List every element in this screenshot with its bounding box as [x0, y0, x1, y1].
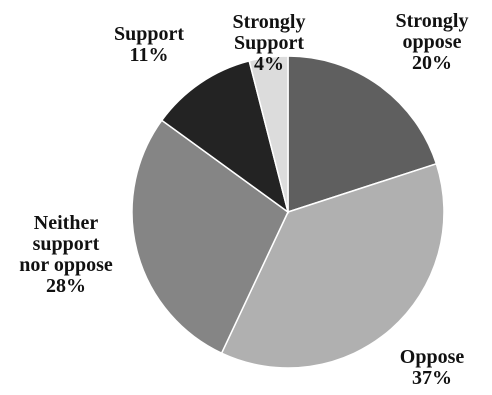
slice-value-label: 28% — [46, 275, 86, 297]
pie-slice-3 — [160, 59, 290, 214]
slice-value-label: 37% — [412, 367, 452, 389]
slice-label-4: Strongly Support 4% — [233, 11, 306, 75]
slice-value-label: 4% — [254, 53, 284, 75]
slice-label-1: Oppose 37% — [400, 346, 465, 389]
pie-slice-2 — [131, 119, 289, 355]
slice-category-label: Oppose — [400, 346, 465, 368]
slice-category-label: support — [33, 233, 100, 255]
slice-label-0: Strongly oppose 20% — [396, 10, 469, 74]
slice-category-label: oppose — [403, 31, 462, 53]
pie-slice-0 — [287, 55, 438, 214]
slice-label-2: Neither support nor oppose 28% — [19, 212, 113, 297]
pie-labels: Strongly oppose 20%Oppose 37%Neither support… — [19, 10, 468, 389]
pie-slices — [131, 55, 445, 369]
slice-category-label: Strongly — [233, 11, 306, 33]
pie-slice-4 — [248, 55, 289, 213]
slice-category-label: Support — [234, 32, 304, 54]
pie-slice-1 — [220, 162, 445, 369]
slice-value-label: 20% — [412, 52, 452, 74]
slice-category-label: Strongly — [396, 10, 469, 32]
slice-label-3: Support 11% — [114, 23, 184, 66]
slice-value-label: 11% — [130, 44, 169, 66]
slice-category-label: Support — [114, 23, 184, 45]
slice-category-label: nor oppose — [19, 254, 113, 276]
slice-category-label: Neither — [34, 212, 99, 234]
